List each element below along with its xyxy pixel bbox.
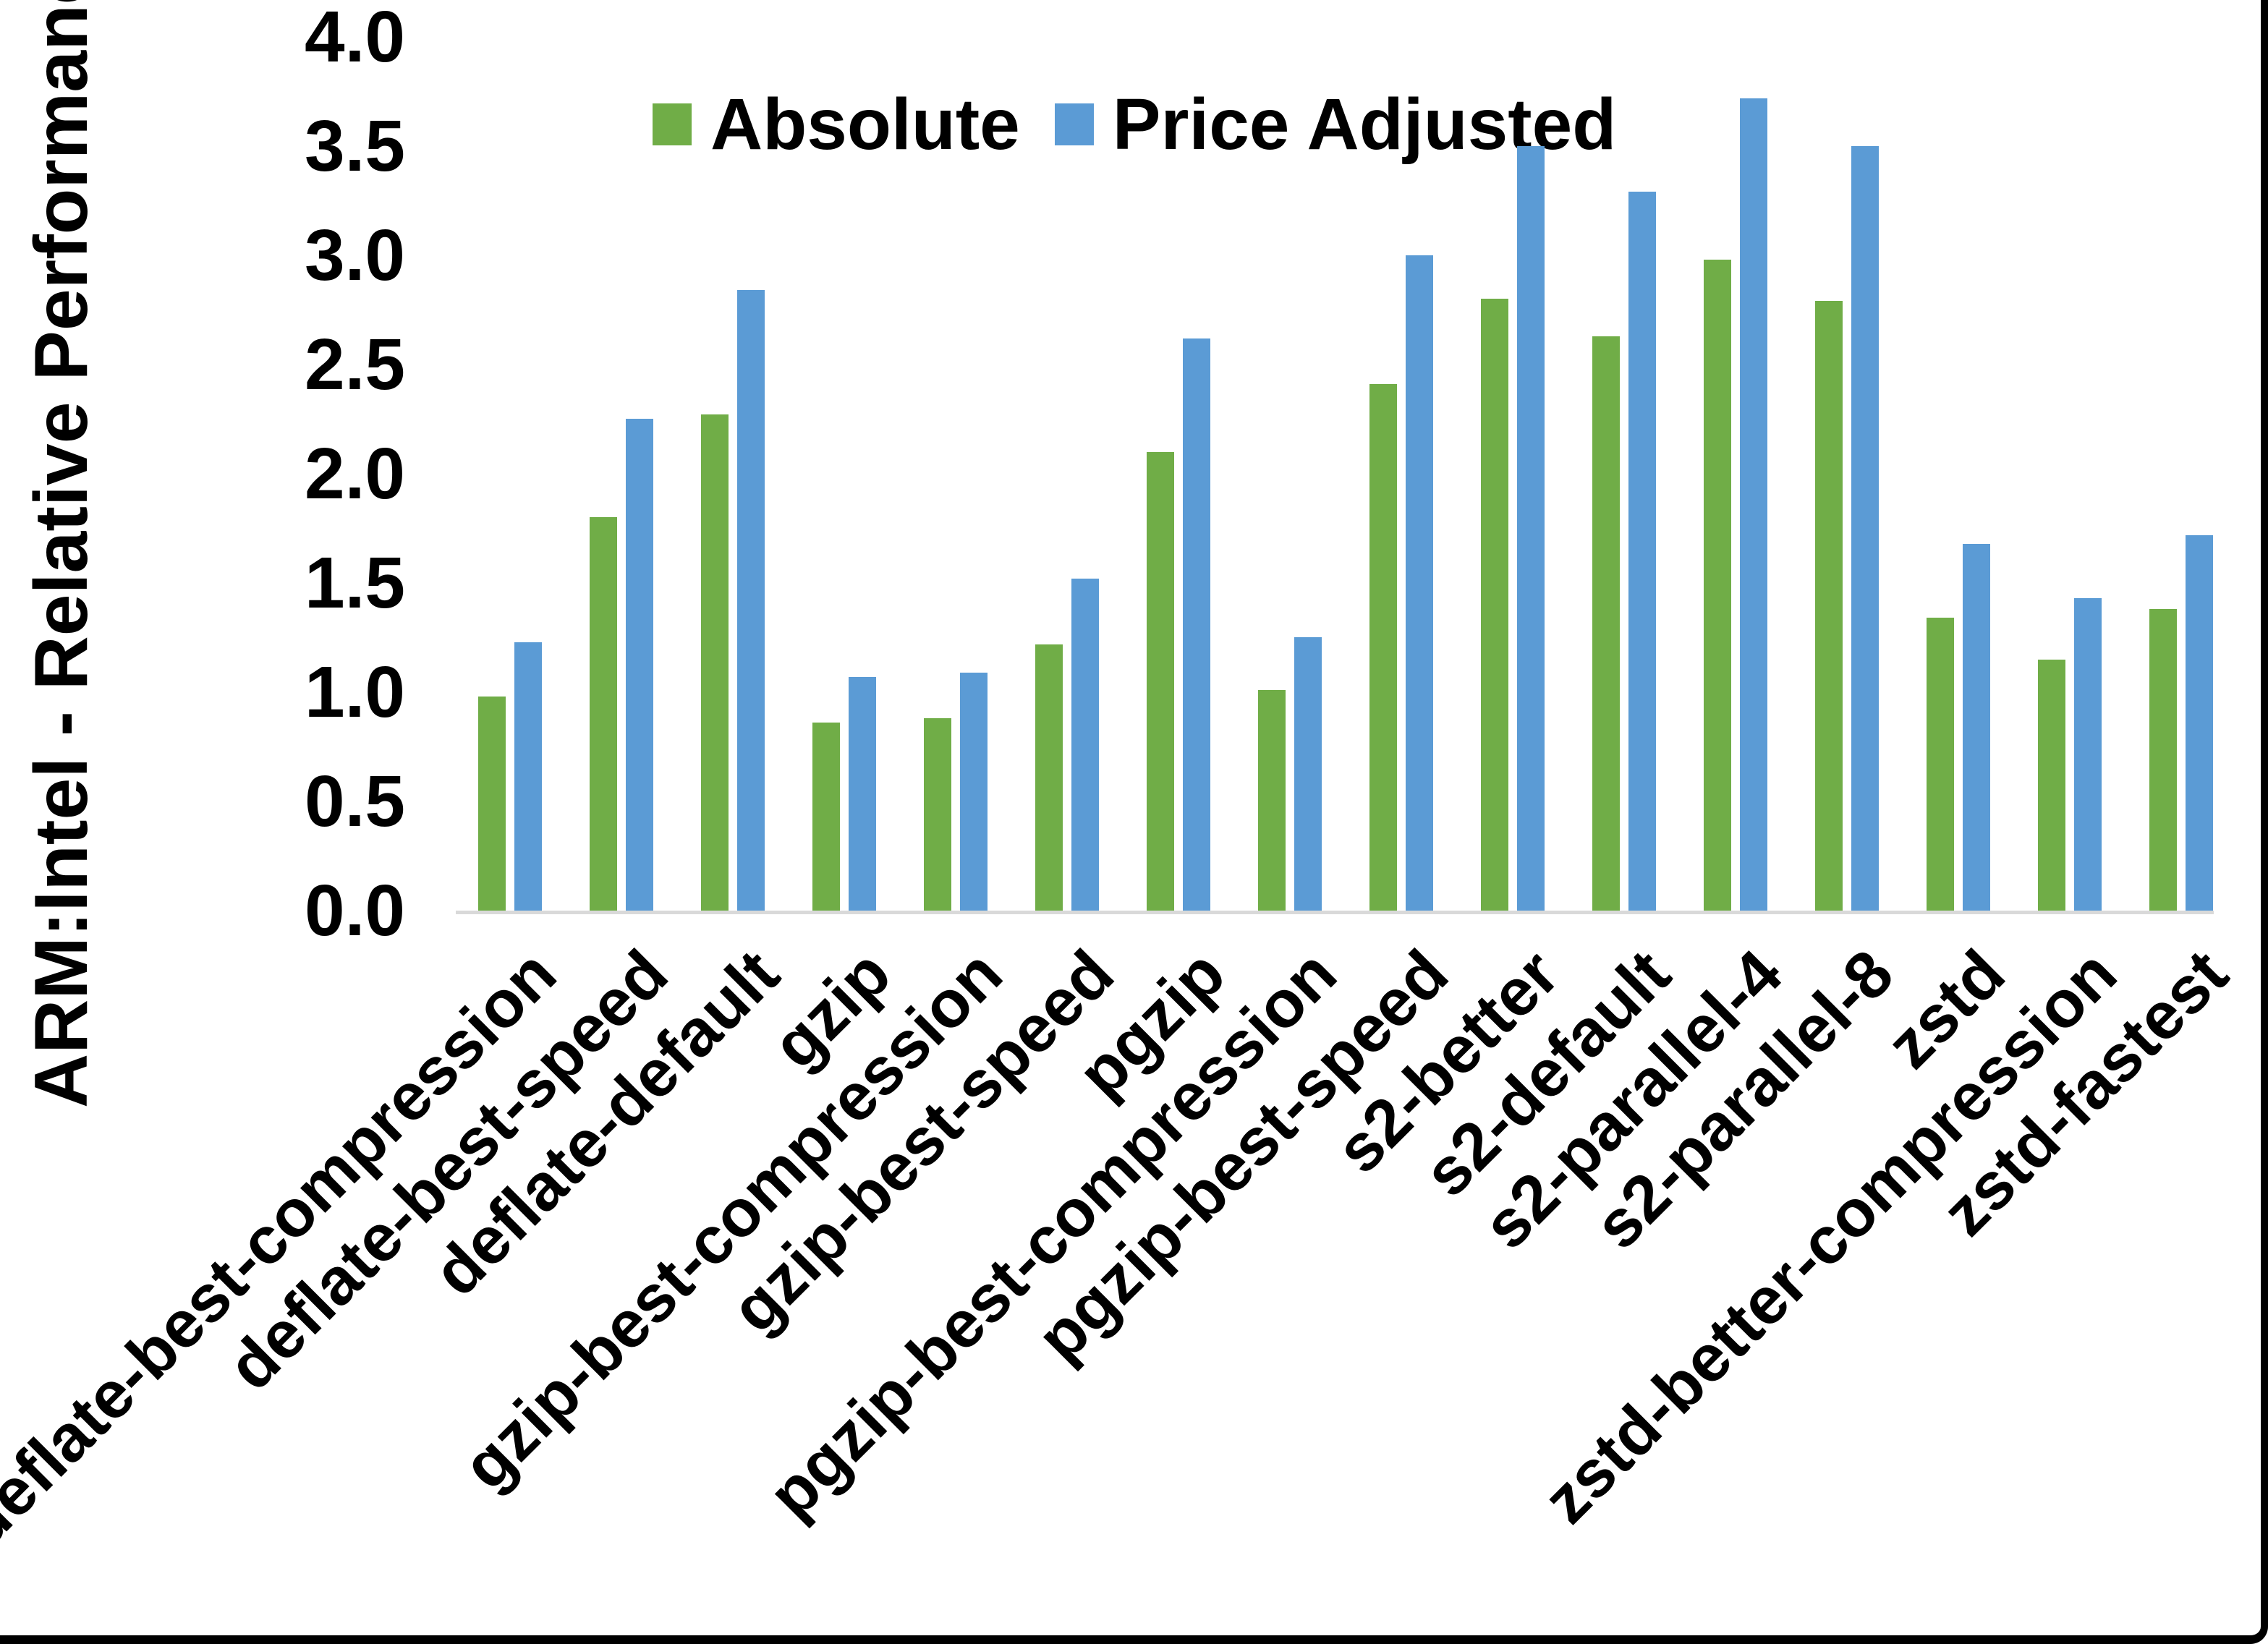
bar-price-adjusted [2186,535,2213,911]
bar-price-adjusted [1851,146,1879,911]
bar-absolute [1704,260,1731,911]
bar-absolute [1369,384,1397,911]
legend: Absolute Price Adjusted [653,88,1616,161]
legend-swatch-icon [653,103,692,145]
legend-swatch-icon [1054,103,1094,145]
bar-absolute [1481,299,1508,911]
bar-price-adjusted [2074,598,2102,911]
bar-price-adjusted [1406,255,1433,911]
y-axis-tick: 0.5 [304,761,405,842]
bar-absolute [590,517,617,911]
bar-price-adjusted [1963,544,1990,911]
bar-absolute [2149,609,2177,911]
y-axis-tick: 2.5 [304,324,405,405]
bar-absolute [1592,336,1620,911]
bar-absolute [812,723,840,911]
y-axis-tick: 0.0 [304,870,405,951]
bar-absolute [1927,618,1954,911]
bar-price-adjusted [1517,146,1545,911]
bar-price-adjusted [960,673,988,911]
y-axis-tick: 4.0 [304,0,405,77]
y-axis-tick: 3.5 [304,106,405,187]
bar-absolute [1147,452,1174,911]
bar-absolute [924,718,951,911]
bar-absolute [1035,644,1063,911]
x-axis-label: zstd-fastest [1179,936,2242,1250]
y-axis-tick: 1.0 [304,652,405,733]
bar-price-adjusted [626,419,653,911]
legend-item: Absolute [653,88,1020,161]
bar-price-adjusted [1294,637,1322,911]
bar-price-adjusted [849,677,876,911]
bar-absolute [1815,301,1843,911]
bar-absolute [478,697,506,911]
y-axis-tick: 2.0 [304,433,405,514]
bar-price-adjusted [1740,98,1767,911]
bar-price-adjusted [514,642,542,911]
legend-label: Absolute [710,84,1020,165]
y-axis-tick: 1.5 [304,542,405,623]
bar-absolute [701,414,729,911]
y-axis-tick: 3.0 [304,215,405,296]
bar-absolute [2038,660,2065,911]
bar-price-adjusted [737,290,765,911]
x-axis-baseline [456,911,2214,914]
bar-price-adjusted [1183,338,1210,911]
bar-price-adjusted [1628,192,1656,911]
bar-absolute [1258,690,1286,911]
bar-price-adjusted [1071,579,1099,911]
